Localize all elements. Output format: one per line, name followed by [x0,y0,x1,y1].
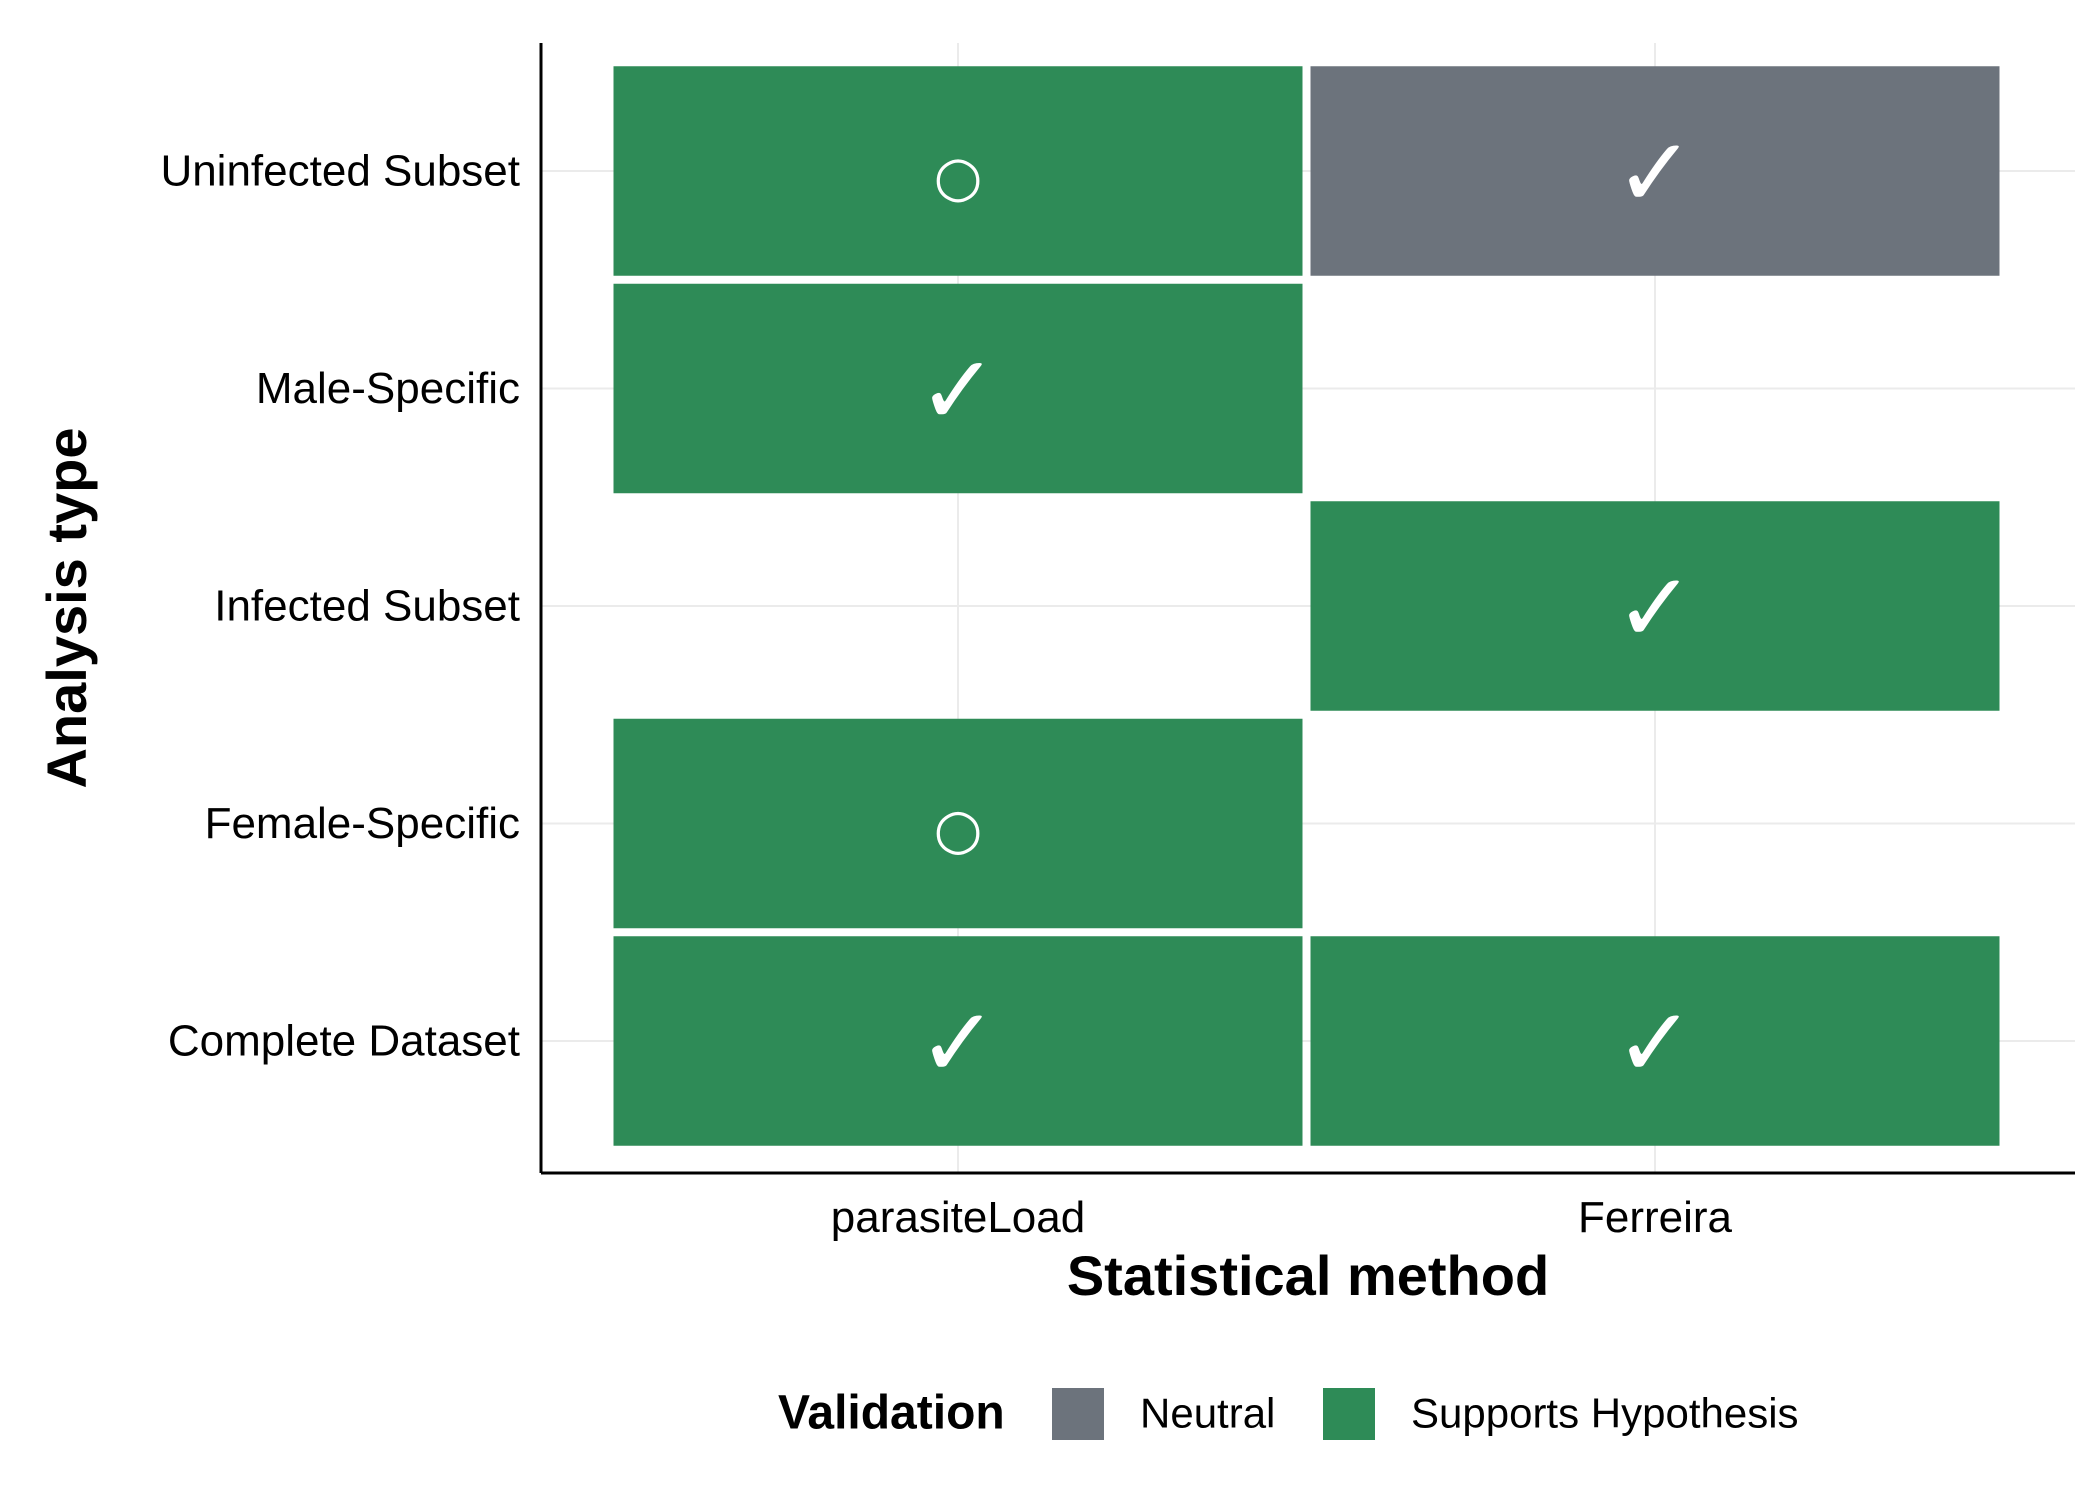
axes [539,43,2075,1175]
tick-labels: parasiteLoad Ferreira Complete Dataset Fema… [160,147,1732,1243]
cell-symbol: ✓ [1615,552,1695,664]
x-tick-label: Ferreira [1578,1193,1733,1242]
cell-symbol: ✓ [1615,987,1695,1099]
y-tick-label: Complete Dataset [168,1017,520,1066]
x-axis-title: Statistical method [1067,1244,1549,1307]
legend-title: Validation [778,1387,1005,1440]
cell-symbol: ○ [934,797,983,862]
y-tick-label: Female-Specific [205,799,520,848]
heatmap-cell [1310,936,2000,1146]
legend-swatch [1052,1388,1104,1440]
heatmap-cell [1310,66,2000,276]
heatmap-cell [613,283,1303,494]
legend-entries: Neutral Supports Hypothesis [1052,1388,1799,1440]
heatmap-cell [613,66,1303,276]
heatmap-cell [613,718,1303,929]
legend-label: Supports Hypothesis [1411,1390,1799,1437]
cell-symbol: ✓ [918,335,998,447]
legend-swatch [1323,1388,1375,1440]
y-tick-label: Infected Subset [214,582,520,631]
heatmap-cell [1310,501,2000,711]
heatmap-cells: ○ ✓ ✓ ✓ ○ ✓ ✓ [613,66,2000,1146]
cell-symbol: ✓ [918,987,998,1099]
heatmap-cell [613,936,1303,1146]
y-axis-title: Analysis type [35,427,98,788]
cell-symbol: ✓ [1615,117,1695,229]
cell-symbol: ○ [934,145,983,210]
y-tick-label: Male-Specific [256,364,520,413]
x-tick-label: parasiteLoad [831,1193,1085,1242]
legend-label: Neutral [1140,1390,1275,1437]
y-tick-label: Uninfected Subset [160,147,520,196]
legend: Validation Neutral Supports Hypothesis [778,1387,1799,1440]
